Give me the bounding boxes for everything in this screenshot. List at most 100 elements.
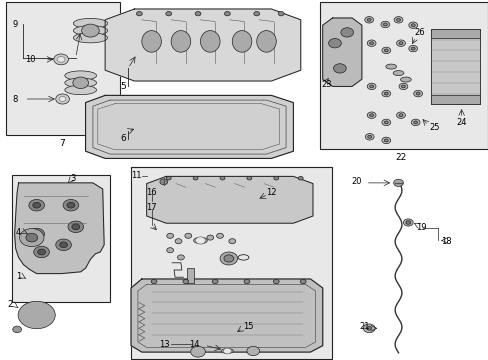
Circle shape — [398, 114, 402, 117]
Circle shape — [381, 137, 390, 144]
Text: 23: 23 — [321, 80, 331, 89]
Circle shape — [57, 57, 65, 62]
Text: 6: 6 — [120, 134, 126, 143]
Circle shape — [410, 24, 414, 27]
Circle shape — [34, 246, 49, 258]
Bar — [131, 167, 331, 359]
Circle shape — [408, 22, 417, 28]
Circle shape — [151, 279, 157, 284]
Circle shape — [165, 12, 171, 16]
Text: 24: 24 — [455, 118, 466, 127]
Circle shape — [384, 49, 387, 52]
Bar — [6, 2, 120, 135]
Circle shape — [56, 239, 71, 251]
Text: 13: 13 — [159, 340, 169, 348]
Ellipse shape — [392, 71, 403, 76]
Bar — [430, 29, 479, 38]
Circle shape — [398, 42, 402, 45]
Circle shape — [220, 252, 237, 265]
Bar — [12, 175, 110, 302]
Circle shape — [401, 85, 405, 88]
Circle shape — [33, 202, 41, 208]
Circle shape — [228, 239, 235, 244]
Circle shape — [384, 92, 387, 95]
Polygon shape — [146, 176, 312, 223]
Circle shape — [415, 92, 419, 95]
Text: 12: 12 — [265, 188, 276, 197]
Text: 18: 18 — [440, 238, 450, 247]
Circle shape — [59, 96, 66, 102]
Text: 9: 9 — [12, 20, 17, 29]
Ellipse shape — [64, 78, 96, 87]
Text: 2: 2 — [7, 300, 12, 309]
Circle shape — [175, 239, 182, 244]
Circle shape — [366, 40, 375, 46]
Circle shape — [366, 327, 371, 330]
Circle shape — [369, 114, 373, 117]
Text: 1: 1 — [16, 272, 21, 281]
Text: 14: 14 — [189, 340, 200, 348]
Circle shape — [60, 242, 67, 248]
Circle shape — [206, 235, 213, 240]
Circle shape — [160, 179, 167, 185]
Circle shape — [410, 47, 414, 50]
Circle shape — [26, 233, 38, 242]
Circle shape — [32, 311, 41, 319]
Circle shape — [384, 121, 387, 124]
Bar — [187, 268, 193, 283]
Circle shape — [369, 42, 373, 45]
Circle shape — [273, 176, 278, 180]
Circle shape — [396, 18, 400, 21]
Circle shape — [67, 202, 75, 208]
Circle shape — [72, 224, 80, 230]
Circle shape — [273, 279, 279, 284]
Text: 16: 16 — [146, 188, 157, 197]
Text: 11: 11 — [130, 171, 141, 180]
Ellipse shape — [73, 26, 107, 36]
Circle shape — [381, 47, 390, 54]
Polygon shape — [322, 18, 361, 86]
Text: 4: 4 — [16, 228, 21, 237]
Ellipse shape — [221, 348, 233, 354]
Text: 15: 15 — [243, 323, 253, 332]
Circle shape — [408, 45, 417, 52]
Ellipse shape — [73, 33, 107, 43]
Text: 20: 20 — [351, 177, 362, 186]
Circle shape — [244, 279, 249, 284]
Text: 8: 8 — [12, 95, 17, 104]
Circle shape — [300, 279, 305, 284]
Circle shape — [410, 119, 419, 126]
Ellipse shape — [64, 71, 96, 80]
Circle shape — [18, 301, 55, 329]
Circle shape — [224, 12, 230, 16]
Text: 22: 22 — [394, 153, 406, 162]
Circle shape — [29, 199, 44, 211]
Polygon shape — [131, 279, 322, 352]
Circle shape — [396, 112, 405, 118]
Text: 17: 17 — [146, 202, 157, 211]
Circle shape — [195, 12, 201, 16]
Polygon shape — [15, 183, 104, 274]
Circle shape — [366, 18, 370, 21]
Circle shape — [405, 221, 410, 224]
Circle shape — [369, 85, 373, 88]
Polygon shape — [85, 95, 293, 158]
Text: 26: 26 — [413, 28, 424, 37]
Circle shape — [298, 176, 303, 180]
Ellipse shape — [171, 31, 190, 52]
Circle shape — [212, 279, 218, 284]
Circle shape — [403, 219, 412, 226]
Circle shape — [166, 176, 171, 180]
Circle shape — [367, 135, 371, 138]
Circle shape — [396, 40, 405, 46]
Circle shape — [136, 12, 142, 16]
Bar — [430, 95, 479, 104]
Ellipse shape — [232, 31, 251, 52]
Circle shape — [54, 54, 68, 65]
Circle shape — [29, 228, 44, 240]
Circle shape — [278, 12, 284, 16]
Circle shape — [366, 112, 375, 118]
Circle shape — [166, 248, 173, 253]
Circle shape — [253, 12, 259, 16]
Circle shape — [177, 255, 184, 260]
